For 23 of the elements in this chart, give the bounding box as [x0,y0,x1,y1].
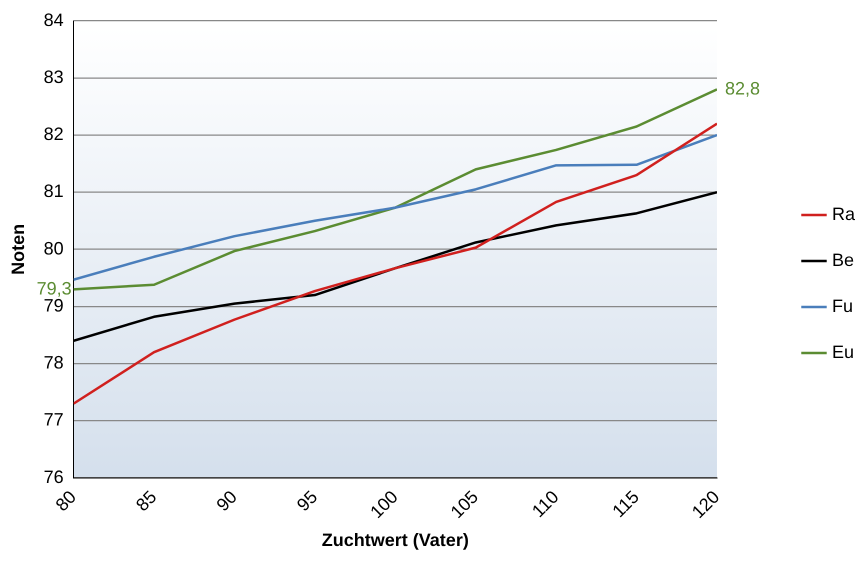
y-axis-title: Noten [8,224,28,275]
annotation: 82,8 [724,78,760,98]
legend-label: Be [832,250,854,270]
x-tick-label: 85 [132,486,160,516]
y-tick-label: 80 [44,238,64,258]
x-tick-label: 110 [528,486,562,522]
y-tick-label: 82 [44,124,64,144]
y-tick-label: 76 [44,466,64,487]
y-tick-label: 81 [44,181,64,202]
legend-label: Ra [832,204,856,224]
legend-label: Eu [832,342,854,362]
x-tick-label: 105 [446,486,482,522]
x-tick-label: 120 [688,486,724,522]
y-tick-label: 78 [44,352,64,373]
x-axis-title: Zuchtwert (Vater) [322,530,469,550]
x-tick-label: 115 [608,486,643,522]
x-tick-label: 100 [366,486,402,522]
x-tick-label: 95 [292,486,322,516]
y-tick-label: 77 [44,410,64,430]
x-tick-label: 90 [212,486,241,516]
y-tick-label: 83 [44,66,64,87]
y-tick-label: 84 [44,10,64,30]
legend-label: Fu [832,296,854,316]
